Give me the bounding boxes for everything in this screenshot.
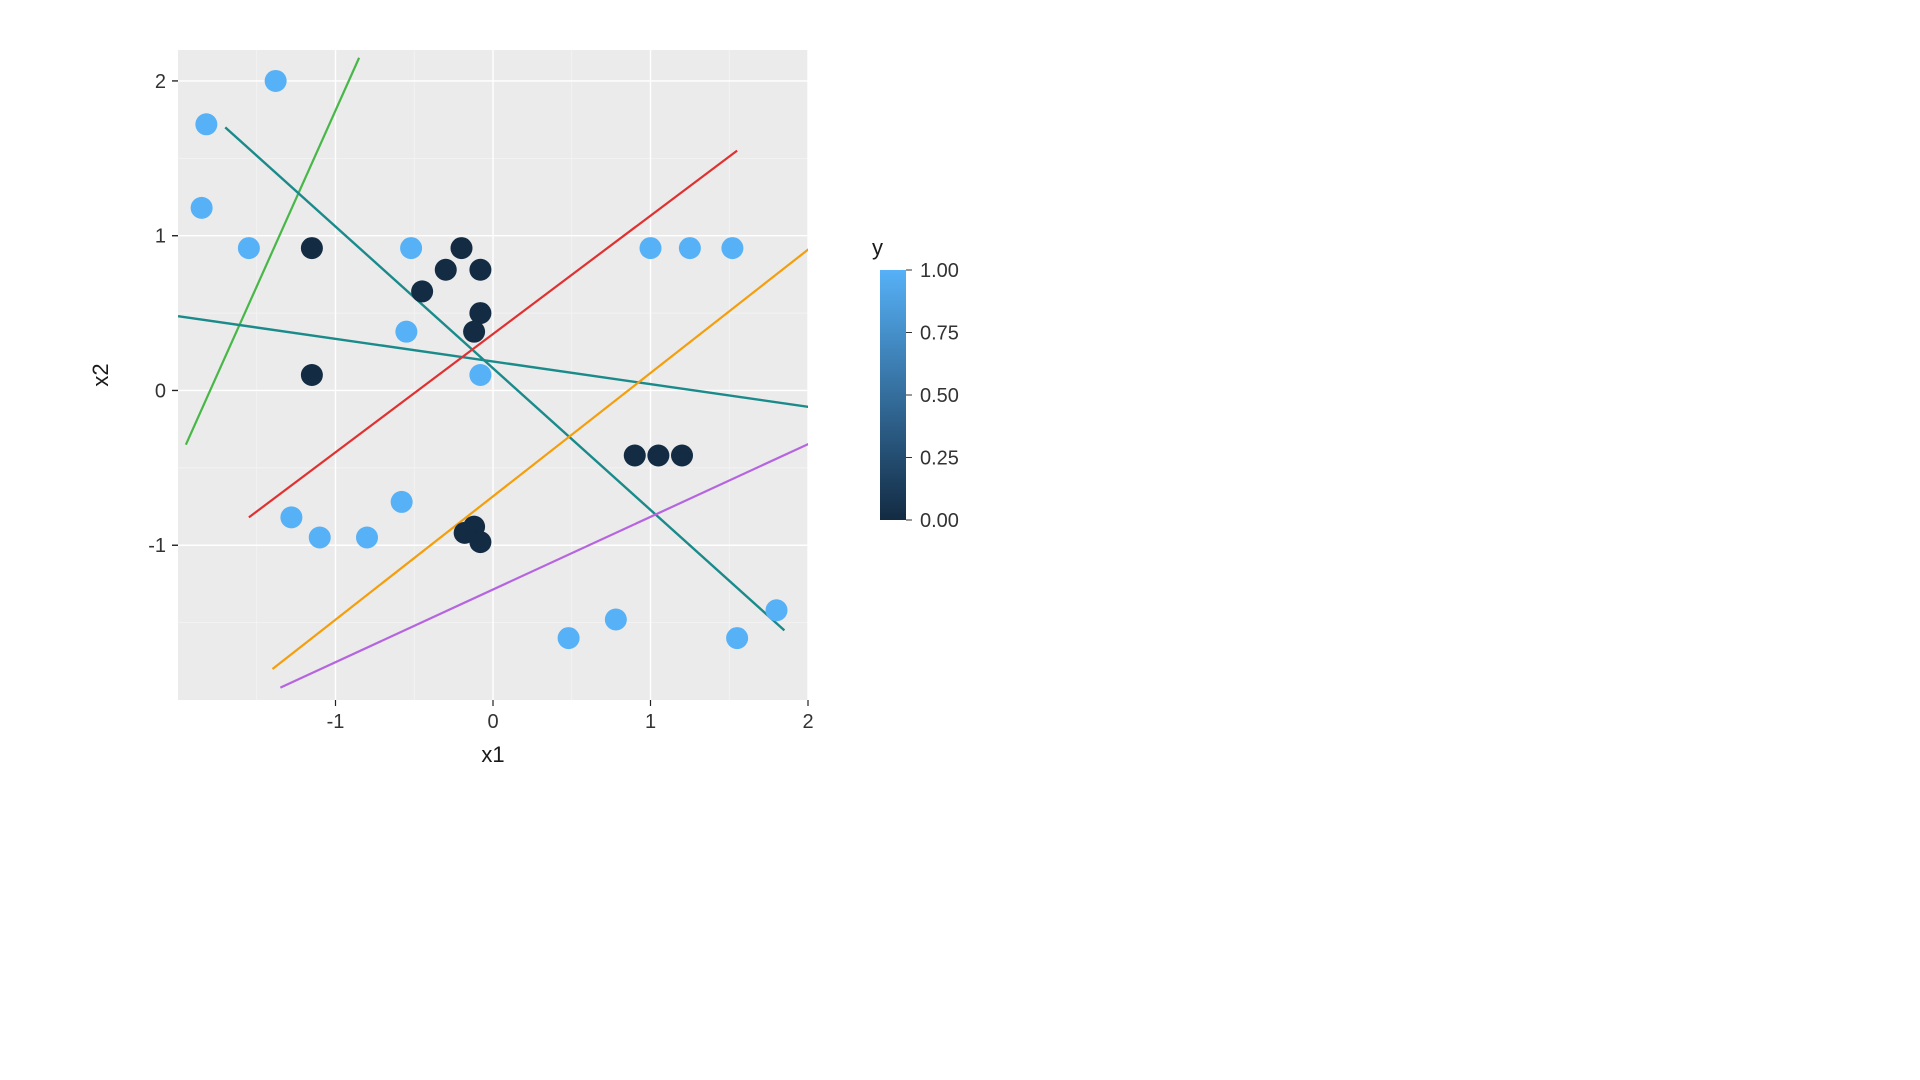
data-point (309, 527, 331, 549)
data-point (721, 237, 743, 259)
legend-tick-label: 0.00 (920, 510, 959, 532)
data-point (400, 237, 422, 259)
legend-tick-label: 0.50 (920, 385, 959, 407)
data-point (469, 531, 491, 553)
data-point (451, 237, 473, 259)
data-point (726, 627, 748, 649)
y-tick-label: 1 (155, 226, 166, 248)
x-tick-label: 0 (487, 711, 498, 733)
data-point (191, 197, 213, 219)
data-point (301, 237, 323, 259)
data-point (356, 527, 378, 549)
data-point (558, 627, 580, 649)
data-point (469, 259, 491, 281)
data-point (411, 280, 433, 302)
data-point (640, 237, 662, 259)
data-point (301, 364, 323, 386)
x-tick-label: -1 (327, 711, 345, 733)
scatter-chart: -1 0 1 2 -1 0 1 2 x1 x2 y 1.00 0.75 0.50 0.25 0.00 (60, 30, 1060, 815)
y-tick-label: 0 (155, 380, 166, 402)
y-axis-label: x2 (88, 363, 113, 386)
data-point (605, 609, 627, 631)
data-point (280, 506, 302, 528)
x-tick-label: 1 (645, 711, 656, 733)
data-point (469, 364, 491, 386)
x-axis-label: x1 (481, 742, 504, 767)
chart-svg: -1 0 1 2 -1 0 1 2 x1 x2 y 1.00 0.75 0.50 0.25 0.00 (60, 30, 1060, 810)
data-point (463, 321, 485, 343)
y-tick-label: 2 (155, 71, 166, 93)
x-tick-label: 2 (802, 711, 813, 733)
data-point (766, 599, 788, 621)
data-point (391, 491, 413, 513)
data-point (671, 444, 693, 466)
data-point (435, 259, 457, 281)
data-point (395, 321, 417, 343)
legend-tick-label: 1.00 (920, 260, 959, 282)
data-point (238, 237, 260, 259)
legend-title: y (872, 235, 883, 260)
legend-tick-label: 0.25 (920, 448, 959, 470)
legend-tick-label: 0.75 (920, 323, 959, 345)
data-point (679, 237, 701, 259)
data-point (195, 113, 217, 135)
data-point (624, 444, 646, 466)
data-point (647, 444, 669, 466)
y-tick-label: -1 (148, 535, 166, 557)
data-point (265, 70, 287, 92)
legend-colorbar (880, 270, 906, 520)
